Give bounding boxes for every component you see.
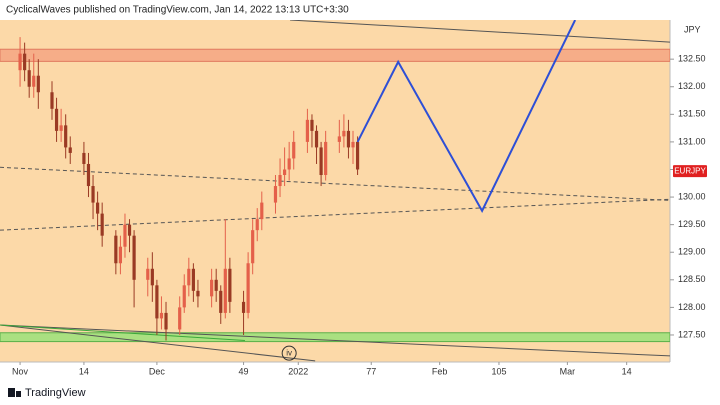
candle-body bbox=[287, 158, 291, 170]
candle-body bbox=[342, 130, 346, 137]
candle-body bbox=[337, 136, 341, 142]
candle-body bbox=[150, 268, 154, 286]
price-tag bbox=[673, 165, 707, 178]
header: CyclicalWaves published on TradingView.c… bbox=[6, 5, 349, 16]
candle-body bbox=[273, 186, 278, 203]
x-tick-label: 105 bbox=[491, 366, 506, 376]
y-tick-label: 130.00 bbox=[678, 191, 706, 201]
brand: TradingView bbox=[25, 387, 86, 399]
y-tick-label: 129.00 bbox=[678, 247, 706, 257]
candle-body bbox=[255, 219, 259, 231]
x-tick-label: Mar bbox=[560, 366, 576, 376]
y-tick-label: 127.50 bbox=[678, 329, 706, 339]
candle-body bbox=[305, 119, 310, 142]
plot-background bbox=[0, 20, 670, 362]
trendline bbox=[0, 324, 245, 341]
candle-body bbox=[314, 130, 319, 148]
x-tick-label: 14 bbox=[622, 366, 632, 376]
candle-body bbox=[355, 141, 360, 170]
candle-body bbox=[210, 279, 214, 297]
candle-body bbox=[59, 125, 63, 131]
x-tick-label: 49 bbox=[239, 366, 249, 376]
price-tag-label: EURJPY bbox=[674, 166, 706, 175]
zone bbox=[0, 48, 670, 62]
projection-path bbox=[356, 20, 577, 214]
candle-body bbox=[283, 169, 287, 176]
x-tick-label: Dec bbox=[149, 366, 166, 376]
x-tick-label: 77 bbox=[366, 366, 376, 376]
y-tick-label: 132.50 bbox=[678, 54, 706, 64]
wave-label: iv bbox=[286, 348, 292, 357]
candle-body bbox=[54, 108, 59, 131]
trendline bbox=[290, 20, 670, 43]
candle-body bbox=[100, 213, 104, 236]
wave-marker bbox=[281, 345, 297, 361]
candle-body bbox=[27, 70, 31, 87]
candle-body bbox=[159, 312, 164, 319]
candle-body bbox=[18, 53, 22, 71]
candle-body bbox=[96, 202, 100, 214]
candle-body bbox=[91, 186, 95, 203]
candle-body bbox=[191, 268, 195, 291]
candle-body bbox=[246, 263, 250, 313]
candle-body bbox=[182, 285, 186, 308]
currency-label: JPY bbox=[684, 24, 701, 34]
candle-body bbox=[32, 75, 36, 87]
candle-body bbox=[223, 268, 227, 313]
y-tick-label: 131.50 bbox=[678, 109, 706, 119]
candle-body bbox=[310, 119, 314, 131]
x-tick-label: Nov bbox=[12, 366, 29, 376]
brand-logo bbox=[8, 388, 21, 397]
candle-body bbox=[146, 268, 150, 280]
candle-body bbox=[123, 224, 127, 247]
candle-body bbox=[324, 141, 328, 176]
candle-body bbox=[319, 147, 323, 176]
candle-body bbox=[278, 175, 282, 187]
candle-body bbox=[214, 279, 218, 291]
candle-body bbox=[50, 92, 54, 109]
candle-body bbox=[114, 235, 118, 264]
x-tick-label: Feb bbox=[432, 366, 448, 376]
candle-body bbox=[23, 53, 27, 71]
candle-body bbox=[164, 312, 168, 330]
candle-body bbox=[228, 268, 232, 302]
candle-body bbox=[292, 141, 296, 159]
candle-body bbox=[178, 307, 182, 330]
candle-body bbox=[196, 290, 200, 297]
y-tick-label: 128.50 bbox=[678, 274, 706, 284]
candle-body bbox=[132, 235, 136, 280]
candle-body bbox=[241, 301, 246, 313]
y-tick-label: 132.00 bbox=[678, 81, 706, 91]
candle-body bbox=[346, 130, 351, 148]
y-tick-label: 131.00 bbox=[678, 136, 706, 146]
zone bbox=[0, 332, 670, 343]
candle-body bbox=[351, 141, 355, 148]
candle-body bbox=[64, 125, 68, 148]
y-tick-label: 129.50 bbox=[678, 219, 706, 229]
x-tick-label: 2022 bbox=[288, 366, 308, 376]
candle-body bbox=[155, 285, 159, 319]
candle-body bbox=[127, 224, 132, 236]
candle-body bbox=[68, 147, 72, 153]
trendline bbox=[0, 324, 670, 357]
candle-body bbox=[86, 163, 91, 187]
candle-body bbox=[251, 230, 255, 264]
trendline bbox=[0, 324, 316, 362]
plot: iv bbox=[0, 20, 670, 362]
candle-body bbox=[36, 75, 40, 93]
candle-body bbox=[118, 246, 123, 264]
candle-body bbox=[260, 202, 264, 220]
candle-body bbox=[219, 290, 223, 313]
y-tick-label: 128.00 bbox=[678, 302, 706, 312]
candle-body bbox=[82, 152, 86, 164]
candle-body bbox=[187, 268, 191, 286]
x-tick-label: 14 bbox=[79, 366, 89, 376]
